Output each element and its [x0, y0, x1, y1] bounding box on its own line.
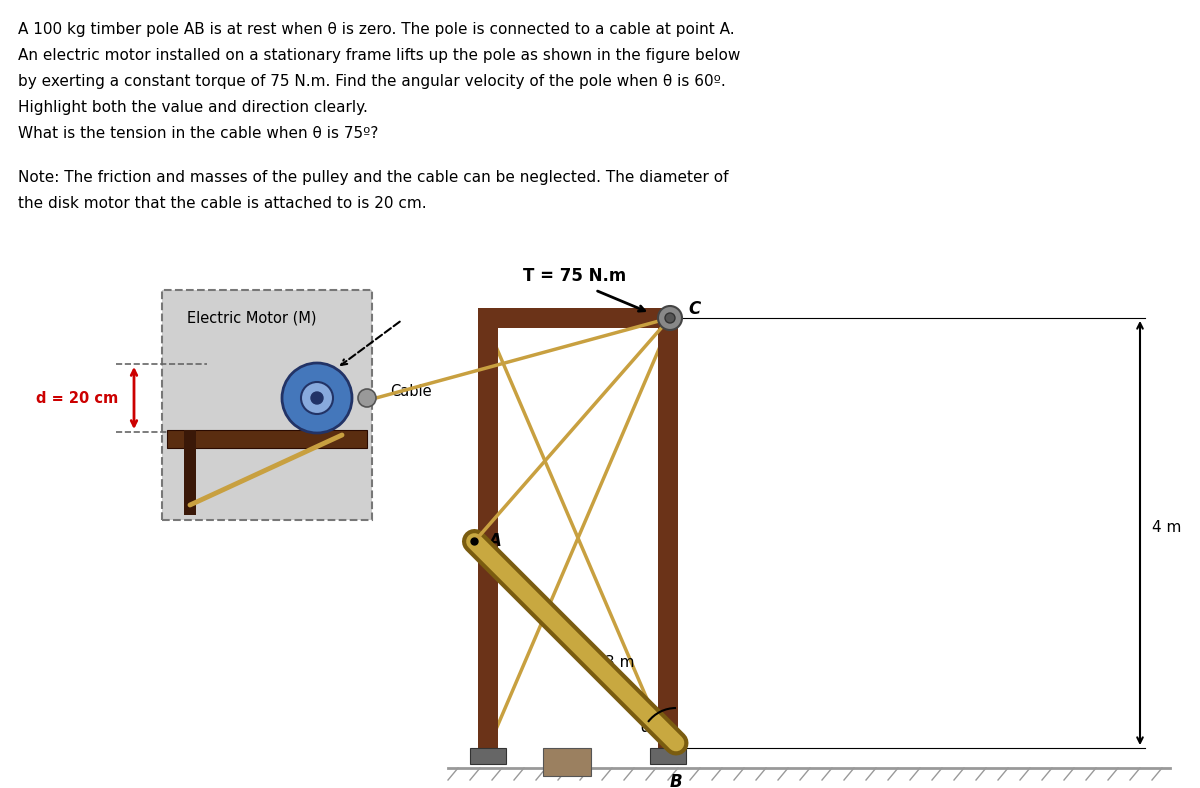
Text: by exerting a constant torque of 75 N.m. Find the angular velocity of the pole w: by exerting a constant torque of 75 N.m.…	[18, 74, 726, 89]
Bar	[650, 748, 686, 764]
Text: What is the tension in the cable when θ is 75º?: What is the tension in the cable when θ …	[18, 126, 378, 141]
Text: 4 m: 4 m	[1152, 521, 1181, 536]
Bar	[478, 308, 678, 328]
Circle shape	[658, 306, 682, 330]
Bar	[478, 308, 498, 748]
Text: Note: The friction and masses of the pulley and the cable can be neglected. The : Note: The friction and masses of the pul…	[18, 170, 728, 185]
Text: T = 75 N.m: T = 75 N.m	[523, 267, 626, 285]
Bar	[542, 748, 592, 776]
Bar	[184, 430, 196, 515]
Text: Highlight both the value and direction clearly.: Highlight both the value and direction c…	[18, 100, 368, 115]
Text: Electric Motor (M): Electric Motor (M)	[187, 310, 317, 325]
Bar	[167, 430, 367, 448]
Bar	[470, 748, 506, 764]
Text: the disk motor that the cable is attached to is 20 cm.: the disk motor that the cable is attache…	[18, 196, 427, 211]
Circle shape	[282, 363, 352, 433]
Text: d = 20 cm: d = 20 cm	[36, 391, 118, 406]
Bar	[658, 308, 678, 748]
Circle shape	[311, 392, 323, 404]
Text: 3 m: 3 m	[605, 655, 635, 670]
Text: θ: θ	[641, 718, 652, 736]
Text: Cable: Cable	[390, 384, 432, 399]
Text: A 100 kg timber pole AB is at rest when θ is zero. The pole is connected to a ca: A 100 kg timber pole AB is at rest when …	[18, 22, 734, 37]
Circle shape	[358, 389, 376, 407]
Text: B: B	[670, 773, 683, 788]
FancyBboxPatch shape	[162, 290, 372, 520]
Text: A: A	[488, 533, 502, 551]
Circle shape	[301, 382, 334, 414]
Text: C: C	[688, 300, 701, 318]
Circle shape	[665, 313, 674, 323]
Text: An electric motor installed on a stationary frame lifts up the pole as shown in : An electric motor installed on a station…	[18, 48, 740, 63]
